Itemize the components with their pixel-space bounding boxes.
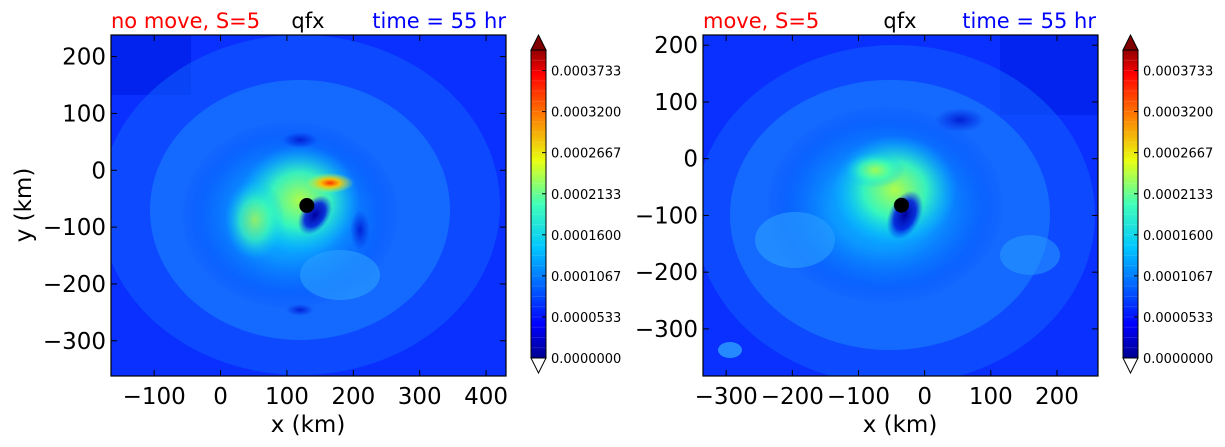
title-right: time = 55 hr (372, 9, 506, 33)
colorbar-tick-label: 0.0000000 (1143, 352, 1213, 367)
x-tick-label: −300 (695, 384, 758, 410)
x-axis-label: x (km) (863, 412, 938, 438)
y-axis-label: y (km) (11, 168, 37, 243)
x-tick-label: 100 (265, 384, 309, 410)
y-tick-label: 100 (654, 90, 698, 116)
colorbar: 0.0000000 0.0000533 0.0001067 0.0001600 0.00… (530, 33, 621, 375)
storm-center-marker (299, 198, 315, 213)
y-tick-label: −300 (635, 317, 698, 343)
colorbar-extend-min (530, 357, 547, 375)
x-tick-label: 200 (331, 384, 375, 410)
colorbar-tick-label: 0.0001067 (1143, 270, 1213, 285)
colorbar-tick-label: 0.0002133 (1143, 188, 1213, 203)
colorbar-tick-label: 0.0001600 (1143, 229, 1213, 244)
y-tick-label: 200 (654, 33, 698, 59)
colorbar-extend-min (1122, 357, 1139, 375)
title-right: time = 55 hr (962, 9, 1096, 33)
x-ticks: −300 −200 −100 0 100 200 (695, 35, 1079, 410)
x-axis-label: x (km) (271, 412, 346, 438)
y-tick-label: −200 (43, 272, 106, 298)
title-center: qfx (291, 9, 324, 33)
plot-frame (702, 34, 1099, 377)
colorbar-tick-label: 0.0003200 (551, 106, 621, 121)
panel-no-move: −100 0 100 200 300 400 200 100 0 −100 −200 −300 no… (11, 9, 508, 438)
colorbar-tick-label: 0.0002667 (1143, 147, 1213, 162)
colorbar-tick-label: 0.0003733 (551, 65, 621, 80)
colorbar-frame (1122, 49, 1139, 359)
title-left: no move, S=5 (111, 9, 260, 33)
x-tick-label: 300 (398, 384, 442, 410)
y-tick-label: −200 (635, 260, 698, 286)
x-tick-label: 400 (464, 384, 508, 410)
colorbar-gradient (531, 50, 546, 358)
x-tick-label: 0 (917, 384, 932, 410)
y-tick-label: 0 (683, 147, 698, 173)
y-tick-label: 0 (91, 158, 106, 184)
title-left: move, S=5 (703, 9, 819, 33)
colorbar-tick-label: 0.0001067 (551, 270, 621, 285)
x-ticks: −100 0 100 200 300 400 (123, 35, 508, 410)
plot-frame (110, 34, 507, 377)
panel-move: −300 −200 −100 0 100 200 2001000−100−200−300 … (635, 9, 1099, 438)
x-tick-label: −100 (827, 384, 890, 410)
colorbar-tick-label: 0.0003200 (1143, 106, 1213, 121)
x-tick-label: −100 (123, 384, 186, 410)
storm-center-marker (893, 197, 909, 213)
x-tick-label: 100 (969, 384, 1013, 410)
y-tick-label: −300 (43, 329, 106, 355)
colorbar-gradient (1123, 50, 1138, 358)
colorbar-tick-label: 0.0000533 (1143, 311, 1213, 326)
colorbar: 0.0000000 0.0000533 0.0001067 0.0001600 0.00… (1122, 33, 1213, 375)
y-ticks: 200 100 0 −100 −200 −300 (43, 45, 506, 355)
y-tick-label: 100 (62, 101, 106, 127)
colorbar-frame (530, 49, 547, 359)
x-tick-label: −200 (761, 384, 824, 410)
colorbar-tick-label: 0.0002667 (551, 147, 621, 162)
x-tick-label: 200 (1035, 384, 1079, 410)
x-tick-label: 0 (213, 384, 228, 410)
colorbar-tick-label: 0.0000000 (551, 352, 621, 367)
colorbar-tick-label: 0.0002133 (551, 188, 621, 203)
title-center: qfx (883, 9, 916, 33)
y-tick-label: −100 (635, 203, 698, 229)
colorbar-tick-label: 0.0003733 (1143, 65, 1213, 80)
colorbar-extend-max (1122, 33, 1139, 51)
y-tick-label: 200 (62, 45, 106, 71)
y-ticks: 200 100 0 −100 −200 −300 (635, 33, 1098, 343)
colorbar-tick-label: 0.0001600 (551, 229, 621, 244)
colorbar-extend-max (530, 33, 547, 51)
y-tick-label: −100 (43, 215, 106, 241)
colorbar-tick-label: 0.0000533 (551, 311, 621, 326)
